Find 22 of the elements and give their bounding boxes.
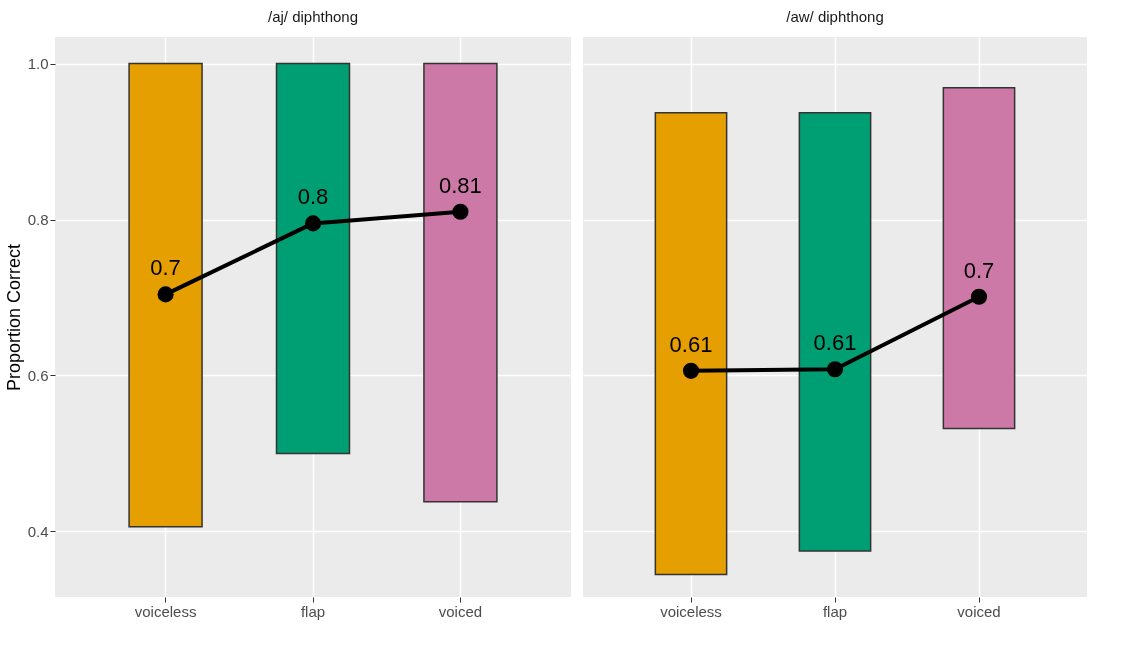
data-label: 0.7: [150, 255, 181, 281]
x-tick-label: flap: [300, 602, 326, 620]
x-tick-label: voiceless: [660, 602, 722, 620]
x-tick-label: voiced: [438, 602, 483, 620]
x-tick-label: flap: [822, 602, 848, 620]
data-label: 0.61: [813, 330, 857, 356]
y-tick-label: 0.8: [27, 211, 49, 229]
data-label: 0.7: [963, 257, 995, 283]
x-tick-label: voiced: [957, 602, 1001, 620]
point: [157, 286, 174, 303]
chart-title: /aw/ diphthong: [786, 8, 884, 25]
point: [304, 215, 322, 232]
y-tick-label: 0.6: [27, 367, 49, 384]
y-tick-label: 1.0: [27, 55, 49, 73]
chart-title: /aj/ diphthong: [267, 8, 359, 25]
x-tick-label: voiceless: [134, 602, 197, 620]
y-tick-label: 0.4: [27, 522, 49, 540]
data-label: 0.8: [297, 184, 329, 210]
data-label: 0.61: [669, 331, 713, 357]
point: [452, 203, 469, 220]
y-axis-title: Proportion Correct: [3, 243, 24, 392]
data-label: 0.81: [439, 172, 482, 198]
